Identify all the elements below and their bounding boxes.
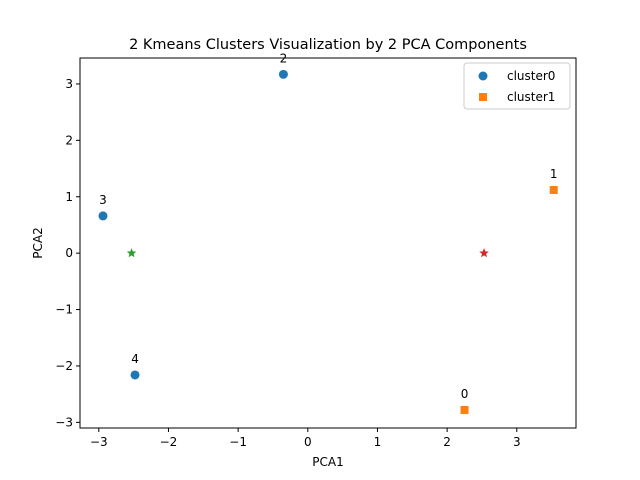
legend-label: cluster1 bbox=[507, 90, 555, 104]
x-tick-label: 2 bbox=[443, 435, 451, 449]
y-tick-label: −2 bbox=[55, 359, 73, 373]
x-tick-label: 1 bbox=[374, 435, 382, 449]
legend-marker bbox=[478, 71, 488, 81]
point-label: 0 bbox=[461, 387, 469, 401]
data-points: 2 3 4 1 0 bbox=[98, 51, 558, 414]
y-axis: −3 −2 −1 0 1 2 3 bbox=[55, 77, 80, 429]
y-tick-label: 2 bbox=[65, 133, 73, 147]
y-axis-label: PCA2 bbox=[31, 227, 45, 258]
chart-title: 2 Kmeans Clusters Visualization by 2 PCA… bbox=[129, 37, 527, 53]
y-tick-label: 1 bbox=[65, 190, 73, 204]
x-tick-label: 0 bbox=[304, 435, 312, 449]
y-tick-label: 0 bbox=[65, 246, 73, 260]
data-point bbox=[98, 211, 108, 221]
data-point bbox=[460, 405, 469, 414]
x-axis: −3 −2 −1 0 1 2 3 bbox=[90, 428, 521, 449]
legend-label: cluster0 bbox=[507, 69, 555, 83]
y-tick-label: 3 bbox=[65, 77, 73, 91]
x-tick-label: −2 bbox=[160, 435, 178, 449]
point-label: 1 bbox=[550, 167, 558, 181]
point-label: 2 bbox=[280, 51, 288, 65]
x-tick-label: 3 bbox=[513, 435, 521, 449]
plot-area bbox=[79, 57, 577, 429]
y-tick-label: −3 bbox=[55, 415, 73, 429]
x-axis-label: PCA1 bbox=[312, 455, 343, 469]
data-point bbox=[278, 69, 288, 79]
legend-box bbox=[463, 62, 571, 110]
legend: cluster0 cluster1 bbox=[463, 62, 571, 110]
x-tick-label: −1 bbox=[229, 435, 247, 449]
point-label: 4 bbox=[131, 352, 139, 366]
point-label: 3 bbox=[99, 193, 107, 207]
centroid-marker bbox=[126, 248, 137, 258]
y-tick-label: −1 bbox=[55, 303, 73, 317]
data-point bbox=[130, 370, 140, 380]
legend-marker bbox=[479, 93, 487, 101]
centroid-marker bbox=[479, 248, 489, 258]
x-tick-label: −3 bbox=[90, 435, 108, 449]
data-point bbox=[549, 185, 558, 194]
